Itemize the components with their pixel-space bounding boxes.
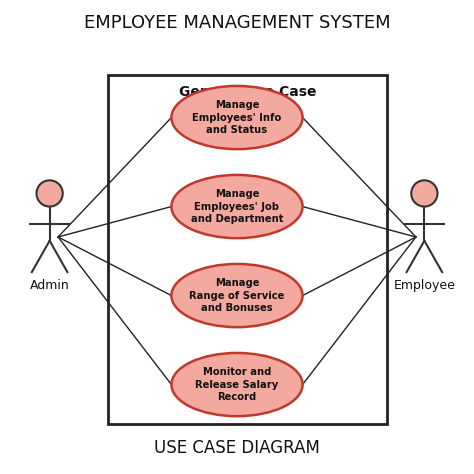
Text: Manage
Employees' Info
and Status: Manage Employees' Info and Status: [192, 100, 282, 136]
Ellipse shape: [172, 175, 302, 238]
Ellipse shape: [172, 264, 302, 327]
Text: Manage
Employees' Job
and Department: Manage Employees' Job and Department: [191, 189, 283, 224]
Circle shape: [411, 180, 438, 207]
Ellipse shape: [172, 86, 302, 149]
Text: Admin: Admin: [30, 279, 70, 292]
Text: EMPLOYEE MANAGEMENT SYSTEM: EMPLOYEE MANAGEMENT SYSTEM: [84, 15, 390, 33]
Text: USE CASE DIAGRAM: USE CASE DIAGRAM: [154, 439, 320, 457]
FancyBboxPatch shape: [108, 75, 387, 424]
Circle shape: [36, 180, 63, 207]
Text: Manage
Range of Service
and Bonuses: Manage Range of Service and Bonuses: [189, 278, 285, 313]
Text: Employee: Employee: [393, 279, 456, 292]
Ellipse shape: [172, 353, 302, 416]
Text: General Use Case: General Use Case: [179, 85, 316, 99]
Text: Monitor and
Release Salary
Record: Monitor and Release Salary Record: [195, 367, 279, 402]
